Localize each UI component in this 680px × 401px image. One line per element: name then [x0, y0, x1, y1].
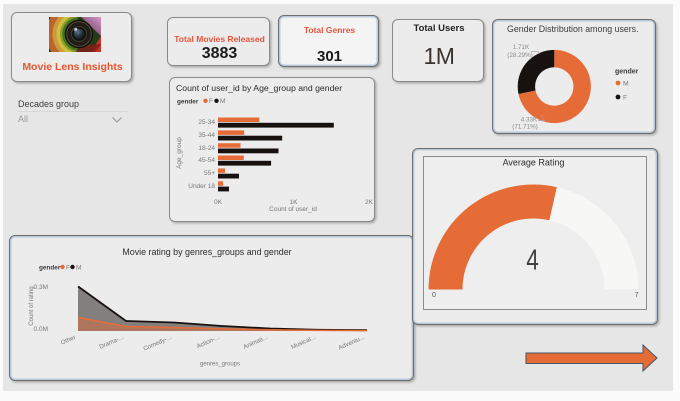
svg-text:Animati...: Animati...: [242, 334, 269, 351]
svg-text:0.3M: 0.3M: [34, 284, 48, 291]
svg-text:M: M: [76, 264, 81, 271]
svg-text:Count of user_id by Age_group: Count of user_id by Age_group and gender: [176, 83, 342, 93]
svg-text:4.33K: 4.33K: [521, 117, 538, 124]
svg-text:Under 18: Under 18: [188, 183, 215, 190]
svg-text:55+: 55+: [204, 170, 215, 177]
svg-text:Adventu...: Adventu...: [338, 334, 367, 352]
svg-text:Action-...: Action-...: [196, 334, 221, 350]
svg-text:18-24: 18-24: [198, 145, 215, 152]
svg-text:Drama-...: Drama-...: [98, 334, 125, 351]
svg-text:(28.29%): (28.29%): [507, 52, 533, 59]
svg-text:Musical...: Musical...: [290, 334, 317, 351]
svg-text:F: F: [66, 264, 70, 271]
svg-text:gender: gender: [177, 98, 199, 105]
svg-text:gender: gender: [39, 265, 61, 272]
svg-text:Movie rating by genres_groups: Movie rating by genres_groups and gender: [122, 247, 291, 257]
svg-text:(71.71%): (71.71%): [512, 124, 538, 131]
svg-text:1.71K: 1.71K: [513, 44, 530, 51]
svg-text:2K: 2K: [365, 199, 374, 206]
svg-text:F: F: [623, 95, 627, 102]
svg-text:Average Rating: Average Rating: [503, 158, 565, 168]
svg-text:Comedy-...: Comedy-...: [142, 334, 173, 353]
svg-text:35-44: 35-44: [198, 132, 215, 139]
svg-text:M: M: [220, 98, 225, 105]
svg-text:7: 7: [635, 292, 639, 299]
svg-text:Gender Distribution among user: Gender Distribution among users.: [507, 24, 639, 34]
svg-text:gender: gender: [615, 69, 639, 76]
svg-text:genres_groups: genres_groups: [200, 362, 240, 368]
svg-text:Count of rating: Count of rating: [29, 286, 35, 325]
svg-text:Age_group: Age_group: [176, 137, 183, 169]
svg-text:Other: Other: [60, 334, 77, 347]
svg-text:0: 0: [432, 292, 436, 299]
svg-text:0K: 0K: [214, 199, 223, 206]
svg-text:Count of user_id: Count of user_id: [269, 206, 317, 213]
svg-text:0.0M: 0.0M: [34, 326, 48, 333]
svg-text:4: 4: [526, 243, 539, 276]
svg-text:45-54: 45-54: [198, 157, 215, 164]
svg-text:1K: 1K: [290, 199, 299, 206]
svg-text:25-34: 25-34: [198, 119, 215, 126]
svg-text:F: F: [209, 98, 213, 105]
svg-text:M: M: [623, 81, 629, 88]
